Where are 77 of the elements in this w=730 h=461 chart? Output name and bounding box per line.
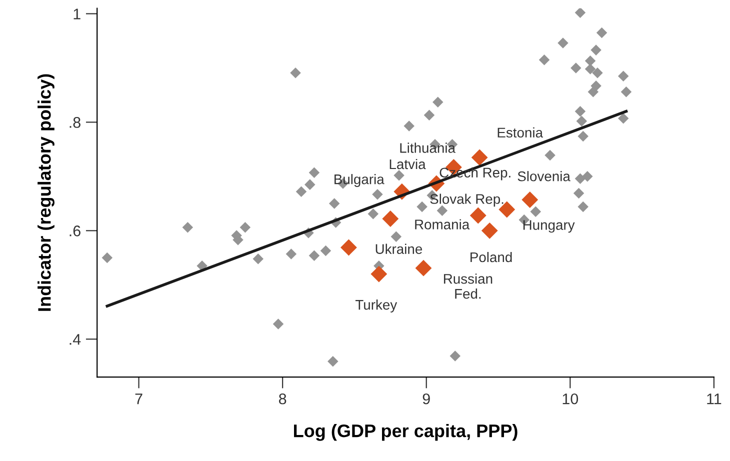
point <box>588 86 599 98</box>
point <box>432 96 444 108</box>
annotation: Romania <box>415 219 470 230</box>
annotation: Turkey <box>355 300 398 312</box>
point <box>582 171 593 182</box>
point <box>290 67 301 78</box>
point <box>328 356 338 367</box>
x-tick-label: 7 <box>135 394 142 404</box>
y-tick-label: .8 <box>70 117 80 128</box>
point <box>570 62 582 74</box>
point <box>368 208 379 220</box>
point <box>404 120 414 132</box>
point <box>102 252 113 264</box>
point <box>328 198 340 209</box>
annotation: Bulgaria <box>334 174 384 187</box>
point <box>372 188 383 200</box>
point <box>578 201 588 212</box>
point <box>308 167 320 178</box>
point <box>576 116 588 126</box>
point <box>450 350 460 362</box>
annotation: Russian Fed. <box>444 274 492 299</box>
y-axis-title: Indicator (regulatory policy) <box>38 74 54 311</box>
point <box>286 248 297 260</box>
point <box>436 205 448 216</box>
point <box>574 8 586 18</box>
x-axis-title: Log (GDP per capita, PPP) <box>294 424 518 441</box>
point <box>574 173 586 184</box>
x-tick-label: 8 <box>278 393 286 404</box>
point <box>382 210 399 227</box>
point <box>471 149 488 166</box>
x-tick-label: 11 <box>707 394 722 404</box>
point <box>590 44 602 56</box>
point <box>618 70 629 82</box>
y-tick-label: 1 <box>74 8 80 20</box>
point <box>304 179 316 190</box>
point <box>182 222 194 233</box>
annotation: Lithuania <box>400 142 456 153</box>
point <box>394 170 404 181</box>
point <box>320 245 332 256</box>
point <box>620 86 632 98</box>
point <box>596 27 608 38</box>
point <box>308 250 320 261</box>
point <box>584 56 596 66</box>
point <box>272 318 284 330</box>
y-tick-label: .4 <box>70 334 81 345</box>
point <box>578 130 588 142</box>
point <box>415 260 432 276</box>
point <box>558 38 568 48</box>
point <box>416 201 428 212</box>
annotation: Ukraine <box>376 244 422 254</box>
point <box>424 110 435 121</box>
x-tick-label: 10 <box>562 393 578 404</box>
annotation: Slovak Rep. <box>430 194 504 207</box>
annotation: Latvia <box>390 158 426 170</box>
point <box>240 222 251 233</box>
point <box>584 64 596 74</box>
point <box>544 150 556 161</box>
point <box>574 106 586 117</box>
x-tick-label: 9 <box>422 393 430 404</box>
annotation: Slovenia <box>518 171 570 182</box>
point <box>618 113 629 124</box>
point <box>340 239 357 256</box>
annotation: Estonia <box>498 127 544 138</box>
point <box>370 266 388 282</box>
y-tick-label: .6 <box>70 226 80 236</box>
point <box>573 188 584 199</box>
point <box>522 192 538 208</box>
point <box>390 231 402 242</box>
point <box>252 253 264 264</box>
point <box>296 186 307 197</box>
point <box>481 222 498 239</box>
point <box>592 67 603 78</box>
point <box>530 206 542 218</box>
annotation: Poland <box>470 252 512 262</box>
point <box>538 54 550 66</box>
point <box>470 207 486 224</box>
annotation: Hungary <box>523 220 575 233</box>
